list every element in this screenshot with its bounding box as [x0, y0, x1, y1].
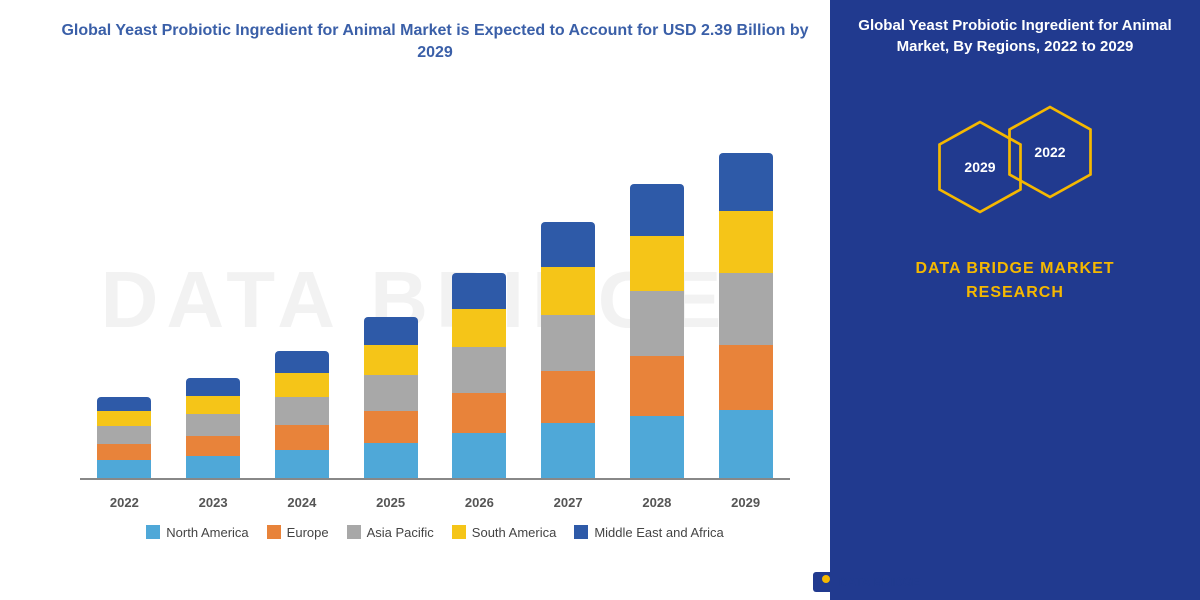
bar-group — [449, 273, 509, 478]
legend-swatch — [347, 525, 361, 539]
stacked-bar — [364, 317, 418, 478]
bar-segment — [630, 356, 684, 416]
bar-segment — [97, 411, 151, 426]
bar-segment — [186, 436, 240, 456]
chart-area: 2022 2023 2024 2025 2026 2027 2028 2029 — [60, 90, 810, 510]
bar-segment — [97, 397, 151, 411]
brand-line-2: RESEARCH — [855, 281, 1175, 305]
legend-item: Europe — [267, 525, 329, 540]
legend-swatch — [452, 525, 466, 539]
bar-segment — [97, 460, 151, 478]
footer-logo: DATA BRIDGE — [813, 572, 920, 592]
bar-segment — [364, 443, 418, 478]
legend-item: South America — [452, 525, 557, 540]
bar-group — [538, 222, 598, 478]
bar-segment — [719, 273, 773, 345]
bar-segment — [719, 153, 773, 211]
legend-label: North America — [166, 525, 248, 540]
legend-swatch — [146, 525, 160, 539]
bar-segment — [186, 456, 240, 478]
hexagon-group: 2029 2022 — [855, 87, 1175, 217]
legend-item: North America — [146, 525, 248, 540]
bar-segment — [630, 236, 684, 291]
x-axis-label: 2024 — [272, 495, 332, 510]
bar-segment — [541, 423, 595, 478]
bar-group — [361, 317, 421, 478]
logo-icon — [813, 572, 833, 592]
bar-segment — [275, 373, 329, 397]
main-container: DATA BRIDGE Global Yeast Probiotic Ingre… — [0, 0, 1200, 600]
side-panel-title: Global Yeast Probiotic Ingredient for An… — [855, 15, 1175, 57]
bar-segment — [186, 414, 240, 436]
bar-segment — [275, 425, 329, 450]
bar-segment — [364, 411, 418, 443]
legend-label: Middle East and Africa — [594, 525, 723, 540]
legend-label: Asia Pacific — [367, 525, 434, 540]
bar-segment — [541, 267, 595, 315]
x-axis-label: 2028 — [627, 495, 687, 510]
bar-segment — [364, 375, 418, 411]
bar-segment — [452, 347, 506, 393]
bar-segment — [97, 426, 151, 444]
brand-line-1: DATA BRIDGE MARKET — [855, 257, 1175, 281]
stacked-bar — [97, 397, 151, 478]
bar-group — [272, 351, 332, 478]
stacked-bar — [541, 222, 595, 478]
bar-segment — [452, 393, 506, 433]
chart-legend: North America Europe Asia Pacific South Ame… — [60, 525, 810, 540]
bar-segment — [541, 371, 595, 423]
bar-segment — [630, 184, 684, 236]
bar-segment — [452, 309, 506, 347]
chart-panel: DATA BRIDGE Global Yeast Probiotic Ingre… — [0, 0, 830, 600]
x-axis-label: 2023 — [183, 495, 243, 510]
bar-segment — [630, 416, 684, 478]
bar-segment — [186, 378, 240, 396]
legend-swatch — [267, 525, 281, 539]
bar-segment — [541, 315, 595, 371]
x-axis-label: 2022 — [94, 495, 154, 510]
bar-segment — [186, 396, 240, 414]
bars-container — [80, 110, 790, 480]
legend-label: Europe — [287, 525, 329, 540]
brand-text: DATA BRIDGE MARKET RESEARCH — [855, 257, 1175, 305]
legend-swatch — [574, 525, 588, 539]
bar-segment — [719, 410, 773, 478]
stacked-bar — [452, 273, 506, 478]
x-axis-label: 2025 — [361, 495, 421, 510]
bar-segment — [275, 351, 329, 373]
bar-segment — [275, 397, 329, 425]
stacked-bar — [186, 378, 240, 478]
bar-group — [627, 184, 687, 478]
bar-segment — [364, 345, 418, 375]
bar-group — [94, 397, 154, 478]
stacked-bar — [630, 184, 684, 478]
x-axis-label: 2029 — [716, 495, 776, 510]
hexagon-2022: 2022 — [1005, 102, 1095, 202]
stacked-bar — [275, 351, 329, 478]
bar-segment — [630, 291, 684, 356]
bar-segment — [452, 273, 506, 309]
bar-segment — [719, 345, 773, 410]
bar-segment — [541, 222, 595, 267]
chart-title: Global Yeast Probiotic Ingredient for An… — [60, 20, 810, 65]
legend-label: South America — [472, 525, 557, 540]
stacked-bar — [719, 153, 773, 478]
x-axis-labels: 2022 2023 2024 2025 2026 2027 2028 2029 — [80, 495, 790, 510]
x-axis-label: 2027 — [538, 495, 598, 510]
bar-group — [716, 153, 776, 478]
x-axis-label: 2026 — [449, 495, 509, 510]
side-panel: Global Yeast Probiotic Ingredient for An… — [830, 0, 1200, 600]
bar-group — [183, 378, 243, 478]
bar-segment — [364, 317, 418, 345]
legend-item: Middle East and Africa — [574, 525, 723, 540]
footer-brand-text: DATA BRIDGE — [839, 575, 920, 589]
bar-segment — [452, 433, 506, 478]
bar-segment — [719, 211, 773, 273]
legend-item: Asia Pacific — [347, 525, 434, 540]
bar-segment — [275, 450, 329, 478]
bar-segment — [97, 444, 151, 460]
